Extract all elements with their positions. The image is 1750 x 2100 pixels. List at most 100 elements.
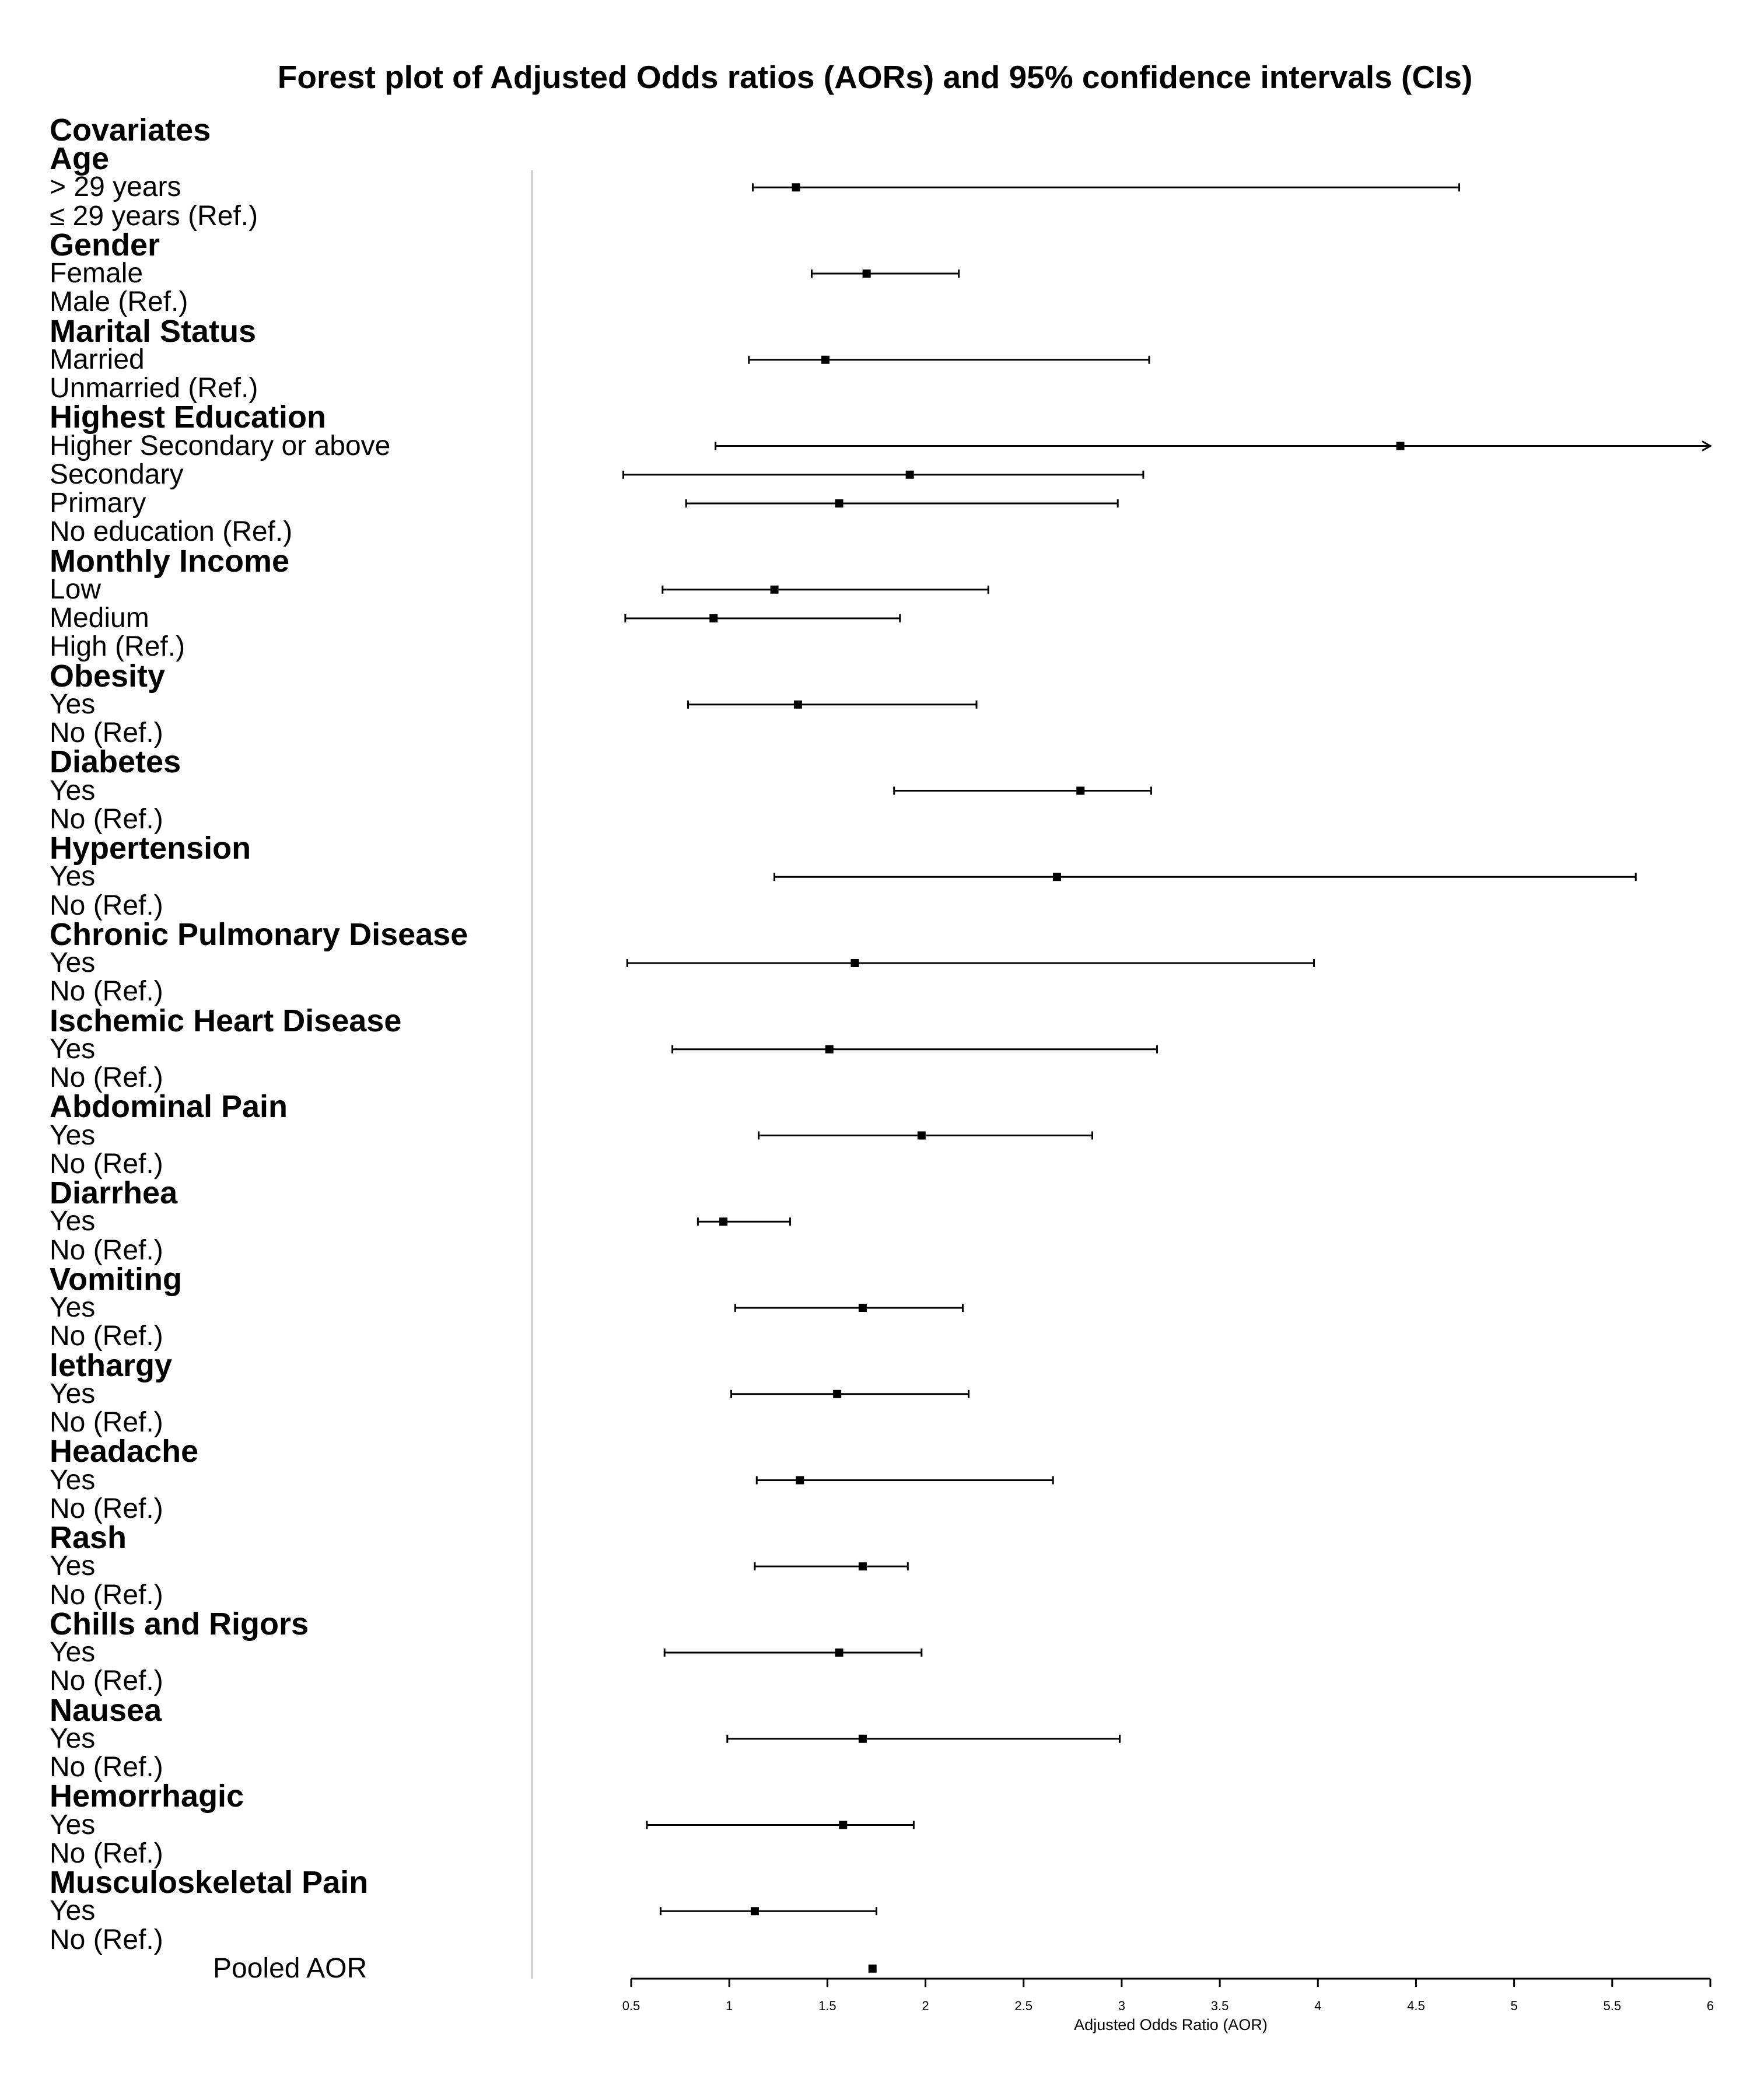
covariate-header: Musculoskeletal Pain xyxy=(50,1865,369,1900)
covariate-header: Headache xyxy=(50,1434,199,1469)
x-tick-label: 2.5 xyxy=(1014,1999,1032,2013)
x-tick-label: 0.5 xyxy=(622,1999,640,2013)
x-tick-label: 1 xyxy=(726,1999,733,2013)
covariate-header: Chills and Rigors xyxy=(50,1606,309,1642)
chart-title: Forest plot of Adjusted Odds ratios (AOR… xyxy=(277,59,1473,95)
aor-point xyxy=(835,499,844,508)
aor-point xyxy=(862,270,871,278)
covariate-level: > 29 years xyxy=(50,172,181,203)
x-tick-label: 1.5 xyxy=(818,1999,836,2013)
covariate-header: lethargy xyxy=(50,1348,173,1383)
covariate-level: No (Ref.) xyxy=(50,718,163,748)
covariate-level: Yes xyxy=(50,1723,96,1754)
covariate-level: High (Ref.) xyxy=(50,631,186,663)
covariate-level: Primary xyxy=(50,488,146,519)
covariate-header: Diabetes xyxy=(50,744,181,780)
covariate-level: Yes xyxy=(50,861,96,892)
covariate-level: Male (Ref.) xyxy=(50,286,188,318)
pooled-aor-point xyxy=(868,1964,877,1973)
covariate-level: Yes xyxy=(50,1550,96,1582)
aor-point xyxy=(792,183,800,192)
covariate-header: Rash xyxy=(50,1520,127,1555)
aor-point xyxy=(821,355,830,364)
covariate-level: No (Ref.) xyxy=(50,1752,163,1783)
aor-point xyxy=(1052,873,1061,881)
covariate-header: Vomiting xyxy=(50,1261,182,1297)
covariate-level: No (Ref.) xyxy=(50,976,163,1007)
covariate-level: Married xyxy=(50,344,145,375)
covariate-level: No (Ref.) xyxy=(50,1148,163,1180)
aor-point xyxy=(750,1907,759,1916)
covariate-level: No (Ref.) xyxy=(50,1665,163,1697)
covariate-level: Yes xyxy=(50,1464,96,1496)
covariate-level: No (Ref.) xyxy=(50,1321,163,1352)
aor-point xyxy=(770,585,779,594)
aor-point xyxy=(1396,442,1405,450)
covariate-header: Hemorrhagic xyxy=(50,1779,244,1814)
pooled-label: Pooled AOR xyxy=(213,1952,368,1984)
covariate-header: Hypertension xyxy=(50,831,251,866)
covariate-level: Unmarried (Ref.) xyxy=(50,373,258,404)
aor-point xyxy=(917,1131,926,1140)
aor-point xyxy=(793,700,802,709)
covariate-header: Ischemic Heart Disease xyxy=(50,1003,402,1038)
x-tick-label: 5 xyxy=(1511,1999,1518,2013)
x-tick-label: 2 xyxy=(922,1999,929,2013)
covariate-level: Higher Secondary or above xyxy=(50,430,391,461)
covariate-header: Nausea xyxy=(50,1692,162,1728)
covariate-level: Medium xyxy=(50,603,149,634)
aor-point xyxy=(858,1562,867,1571)
covariate-level: No (Ref.) xyxy=(50,890,163,921)
aor-point xyxy=(858,1304,867,1312)
covariate-level: No (Ref.) xyxy=(50,1407,163,1438)
covariate-level: Yes xyxy=(50,688,96,720)
covariate-header: Monthly Income xyxy=(50,543,290,579)
covariate-level: Yes xyxy=(50,947,96,978)
covariate-level: Female xyxy=(50,258,144,289)
covariate-level: No (Ref.) xyxy=(50,803,163,835)
covariate-level: Yes xyxy=(50,1637,96,1668)
covariate-level: Secondary xyxy=(50,459,184,490)
x-tick-label: 6 xyxy=(1707,1999,1714,2013)
covariate-header: Gender xyxy=(50,227,160,262)
aor-point xyxy=(719,1217,728,1226)
covariate-level: Yes xyxy=(50,1119,96,1151)
covariate-level: No (Ref.) xyxy=(50,1838,163,1869)
covariate-level: ≤ 29 years (Ref.) xyxy=(50,200,258,232)
covariate-level: Yes xyxy=(50,775,96,806)
covariate-header: Marital Status xyxy=(50,313,257,349)
x-tick-label: 3 xyxy=(1118,1999,1125,2013)
ci-arrow xyxy=(1702,440,1713,452)
covariate-level: No (Ref.) xyxy=(50,1579,163,1611)
x-tick-label: 5.5 xyxy=(1604,1999,1622,2013)
covariate-level: No (Ref.) xyxy=(50,1924,163,1955)
covariate-header: Highest Education xyxy=(50,400,327,435)
aor-point xyxy=(1076,786,1085,795)
covariate-level: No (Ref.) xyxy=(50,1062,163,1093)
covariate-labels: Covariates Age > 29 years ≤ 29 years (Ref.)… xyxy=(0,0,525,2100)
covariate-level: Yes xyxy=(50,1206,96,1237)
x-axis-title: Adjusted Odds Ratio (AOR) xyxy=(1074,2016,1268,2034)
aor-point xyxy=(850,959,859,967)
aor-point xyxy=(825,1045,834,1054)
aor-point xyxy=(833,1390,842,1398)
aor-point xyxy=(905,470,914,479)
covariate-level: No (Ref.) xyxy=(50,1493,163,1524)
x-tick-label: 4.5 xyxy=(1407,1999,1425,2013)
x-tick-label: 4 xyxy=(1314,1999,1321,2013)
x-tick-label: 3.5 xyxy=(1211,1999,1229,2013)
covariate-header: Abdominal Pain xyxy=(50,1089,288,1125)
aor-point xyxy=(796,1476,804,1485)
covariate-level: Low xyxy=(50,573,102,605)
covariate-level: Yes xyxy=(50,1033,96,1065)
covariate-level: Yes xyxy=(50,1809,96,1840)
aor-point xyxy=(835,1648,844,1657)
aor-point xyxy=(858,1734,867,1743)
covariate-level: Yes xyxy=(50,1292,96,1323)
column-header: Covariates xyxy=(50,112,211,148)
covariate-header: Age xyxy=(50,141,110,176)
aor-point xyxy=(709,614,718,622)
aor-point xyxy=(839,1821,848,1829)
covariate-header: Obesity xyxy=(50,658,166,694)
